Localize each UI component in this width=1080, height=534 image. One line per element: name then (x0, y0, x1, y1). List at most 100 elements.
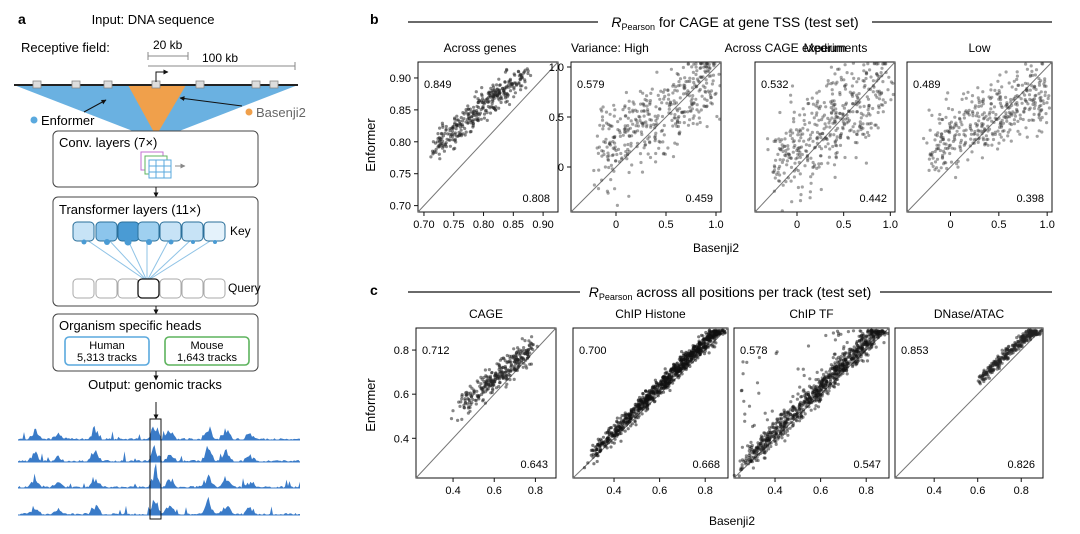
scatter-b1: 0.70 0.75 0.80 0.85 0.900.700.750.800.850.90… (390, 61, 559, 231)
data-point (854, 99, 859, 104)
data-point (611, 153, 615, 157)
data-point (675, 361, 680, 365)
data-point (474, 90, 478, 94)
data-point (931, 164, 935, 168)
data-point (817, 118, 821, 122)
data-point (431, 140, 435, 144)
data-point (598, 449, 602, 453)
data-point (948, 124, 952, 128)
data-point (987, 112, 991, 116)
data-point (600, 118, 605, 122)
x-tick-label: 1.0 (1040, 219, 1055, 231)
human-head-name: Human (89, 340, 124, 352)
data-point (789, 128, 793, 132)
data-point (704, 90, 708, 94)
data-point (811, 172, 815, 176)
data-point (703, 349, 707, 353)
data-point (1036, 332, 1040, 336)
data-point (799, 145, 804, 149)
data-point (1009, 97, 1013, 102)
data-point (657, 139, 661, 143)
data-point (1025, 89, 1029, 93)
data-point (654, 131, 658, 135)
data-point (485, 97, 489, 101)
data-point (596, 187, 601, 191)
data-point (691, 94, 695, 98)
data-point (704, 78, 708, 82)
data-point (514, 355, 518, 359)
data-point (458, 404, 462, 408)
data-point (682, 85, 686, 89)
data-point (483, 390, 488, 394)
data-point (486, 104, 490, 109)
data-point (648, 140, 652, 144)
data-point (613, 147, 617, 151)
data-point (639, 121, 644, 125)
data-point (677, 376, 681, 380)
data-point (642, 109, 646, 113)
subplot-title: Low (968, 41, 990, 55)
data-point (773, 436, 777, 440)
data-point (637, 114, 641, 119)
data-point (630, 422, 635, 426)
data-point (758, 442, 762, 446)
data-point (1011, 343, 1015, 347)
data-point (669, 112, 673, 116)
data-point (1040, 115, 1044, 120)
data-point (707, 351, 711, 355)
data-point (794, 167, 798, 171)
data-point (822, 113, 827, 117)
data-point (1013, 114, 1018, 118)
data-point (777, 179, 781, 183)
data-point (789, 165, 794, 169)
data-point (796, 415, 800, 419)
data-point (515, 361, 519, 365)
data-point (648, 101, 652, 105)
data-point (858, 100, 862, 104)
data-point (627, 194, 631, 198)
data-point (998, 95, 1002, 99)
data-point (875, 73, 880, 77)
data-point (1001, 121, 1006, 125)
data-point (1038, 110, 1042, 114)
data-point (608, 123, 612, 127)
data-point (632, 411, 636, 415)
data-point (669, 102, 673, 106)
data-point (833, 366, 837, 370)
data-point (987, 95, 991, 99)
data-point (971, 110, 975, 114)
data-point (636, 129, 640, 133)
data-point (673, 116, 677, 120)
data-point (497, 77, 501, 81)
data-point (636, 416, 640, 420)
data-point (622, 422, 626, 426)
data-point (706, 89, 711, 93)
data-point (991, 133, 995, 137)
data-point (695, 103, 699, 107)
data-point (839, 75, 843, 79)
data-point (962, 116, 967, 120)
data-point (806, 344, 811, 348)
data-point (930, 153, 934, 157)
data-point (799, 410, 803, 415)
data-point (986, 374, 990, 378)
data-point (629, 416, 633, 420)
data-point (774, 138, 778, 142)
panel-c-header-r: R (589, 284, 599, 300)
data-point (852, 76, 856, 80)
data-point (824, 125, 828, 129)
data-point (973, 129, 977, 134)
data-point (506, 360, 510, 364)
data-point (586, 461, 590, 465)
data-point (631, 108, 635, 112)
data-point (796, 169, 800, 173)
data-point (830, 88, 834, 92)
data-point (785, 424, 789, 428)
data-point (867, 133, 871, 138)
data-point (444, 127, 448, 131)
data-point (857, 77, 861, 81)
data-point (763, 456, 767, 460)
genomic-tracks (18, 425, 300, 516)
data-point (495, 83, 499, 87)
points (429, 67, 533, 161)
